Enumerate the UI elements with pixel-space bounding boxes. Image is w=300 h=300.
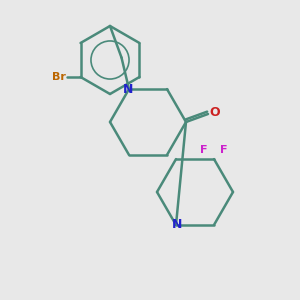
Text: Br: Br [52, 72, 65, 82]
Text: F: F [220, 145, 228, 155]
Text: N: N [172, 218, 182, 231]
Text: N: N [123, 82, 133, 96]
Text: F: F [200, 145, 208, 155]
Text: O: O [210, 106, 220, 119]
